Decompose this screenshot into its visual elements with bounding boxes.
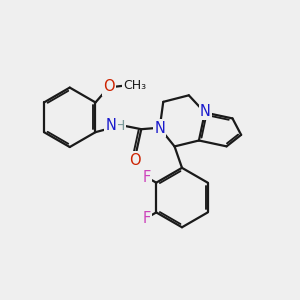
Text: O: O	[103, 80, 115, 94]
Text: N: N	[154, 121, 165, 136]
Text: F: F	[142, 169, 151, 184]
Text: CH₃: CH₃	[123, 79, 146, 92]
Text: F: F	[142, 211, 151, 226]
Text: N: N	[106, 118, 116, 133]
Text: H: H	[115, 118, 125, 133]
Text: N: N	[200, 104, 211, 119]
Text: O: O	[130, 153, 141, 168]
